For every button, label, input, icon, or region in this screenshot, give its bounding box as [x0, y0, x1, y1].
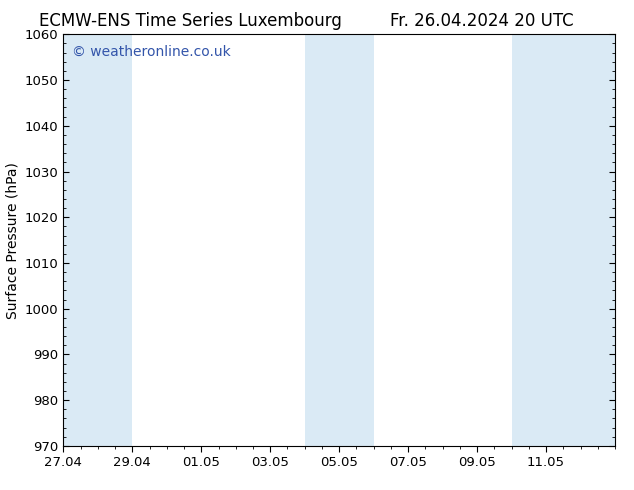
Bar: [63, 34, 133, 446]
Bar: [512, 34, 546, 446]
Text: © weatheronline.co.uk: © weatheronline.co.uk: [72, 45, 230, 59]
Bar: [546, 34, 632, 446]
Text: Fr. 26.04.2024 20 UTC: Fr. 26.04.2024 20 UTC: [390, 12, 574, 30]
Text: ECMW-ENS Time Series Luxembourg: ECMW-ENS Time Series Luxembourg: [39, 12, 342, 30]
Bar: [339, 34, 373, 446]
Y-axis label: Surface Pressure (hPa): Surface Pressure (hPa): [5, 162, 19, 318]
Bar: [305, 34, 339, 446]
